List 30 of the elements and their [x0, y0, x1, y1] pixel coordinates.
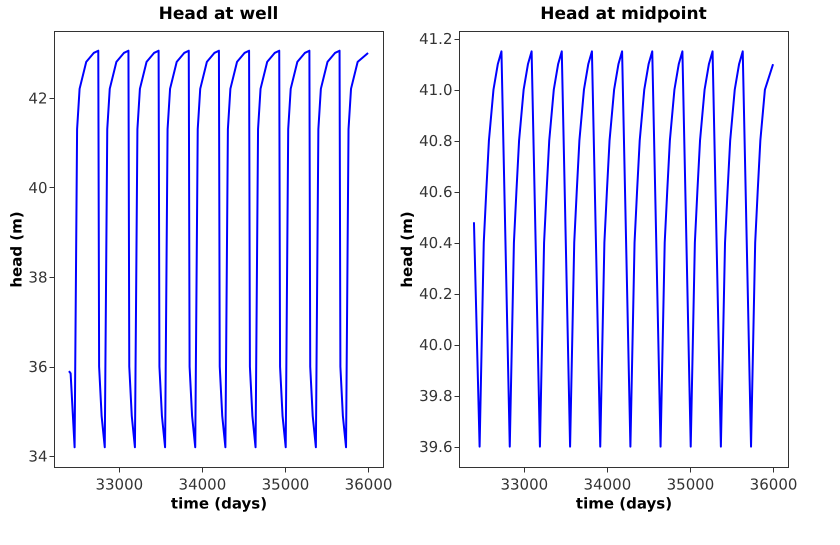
y-tick-label: 42 — [28, 89, 48, 108]
x-tick-label: 36000 — [344, 476, 392, 494]
chart-title: Head at midpoint — [540, 4, 707, 24]
y-tick-label: 41.2 — [419, 30, 452, 48]
x-tick-label: 35000 — [262, 476, 310, 494]
x-tick-label: 35000 — [666, 476, 714, 494]
y-tick-label: 40.8 — [419, 132, 452, 150]
line-series — [472, 50, 774, 448]
y-axis-title: head (m) — [398, 211, 416, 288]
x-tick-label: 34000 — [178, 476, 226, 494]
y-tick-label: 39.8 — [419, 387, 452, 406]
y-tick-label: 40.4 — [419, 234, 452, 252]
y-tick-label: 40 — [28, 178, 48, 197]
y-tick-label: 40.6 — [419, 183, 452, 202]
x-tick-label: 33000 — [95, 476, 144, 494]
y-axis-title: head (m) — [7, 211, 26, 288]
x-axis-title: time (days) — [576, 494, 672, 512]
y-tick-label: 40.2 — [419, 285, 452, 304]
y-tick-label: 38 — [28, 268, 48, 287]
x-tick-label: 33000 — [500, 476, 548, 494]
y-tick-label: 39.6 — [419, 438, 452, 456]
x-tick-label: 34000 — [584, 476, 632, 494]
y-tick-label: 41.0 — [419, 81, 452, 100]
y-tick-label: 36 — [28, 358, 48, 376]
y-tick-label: 40.0 — [419, 336, 452, 354]
x-tick-label: 36000 — [750, 476, 798, 494]
chart-title: Head at well — [158, 4, 278, 24]
x-axis-title: time (days) — [170, 494, 268, 512]
y-tick-label: 34 — [28, 448, 48, 466]
line-series — [68, 50, 370, 448]
